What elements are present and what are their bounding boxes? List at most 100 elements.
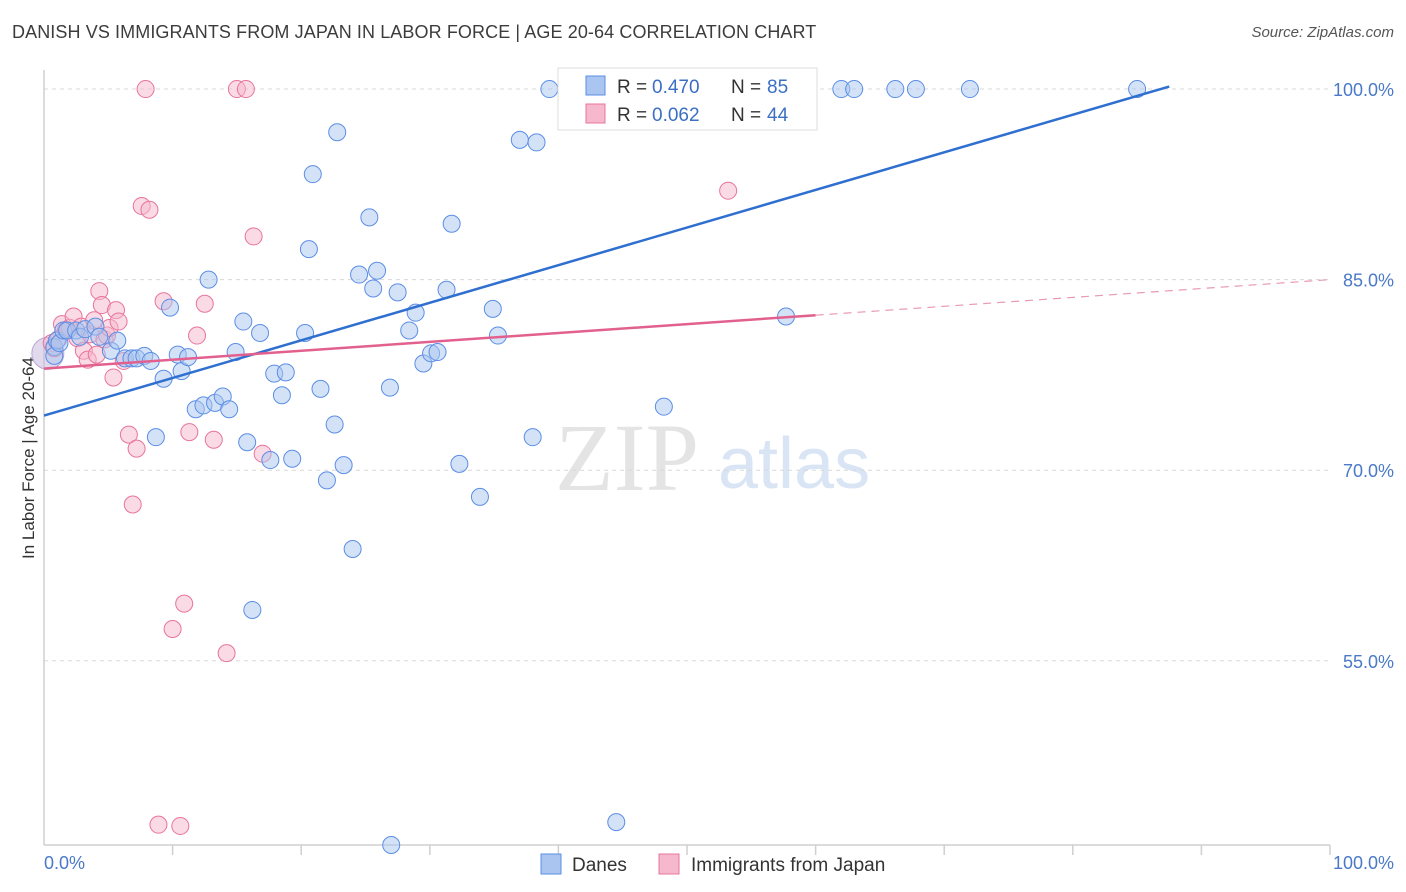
danes-point [334,456,353,475]
danes-point [527,133,546,152]
stats-legend: R = 0.470 N = 85 R = 0.062 N = 44 [557,67,818,131]
danes-point [311,379,330,398]
danes-point [220,400,239,419]
danes-point [199,270,218,289]
japan-point [217,644,236,663]
danes-point [540,80,559,99]
danes-point [350,265,369,284]
legend-r-label-danes: R = [617,77,647,98]
legend-swatch-danes [585,75,606,96]
watermark: ZIP atlas [555,404,870,511]
danes-point [510,130,529,149]
danes-point [368,261,387,280]
danes-point [328,123,347,142]
y-tick-label: 55.0% [1343,652,1394,672]
japan-point [109,312,128,331]
legend-n-label-japan: N = [731,105,761,126]
bottom-legend-swatch-danes [540,853,562,875]
y-tick-labels: 100.0% 85.0% 70.0% 55.0% [1333,80,1394,672]
danes-point [845,80,864,99]
japan-point [236,80,255,99]
danes-point [400,321,419,340]
danes-point [654,397,673,416]
danes-point [906,80,925,99]
danes-point [243,600,262,619]
danes-point [283,449,302,468]
chart-title: DANISH VS IMMIGRANTS FROM JAPAN IN LABOR… [12,22,817,42]
danes-point [886,80,905,99]
danes-point [442,214,461,233]
japan-point [123,495,142,514]
danes-point [450,454,469,473]
danes-point [261,451,280,470]
danes-point [234,312,253,331]
japan-point [149,815,168,834]
bottom-legend-japan: Immigrants from Japan [691,855,885,876]
japan-trend-extension [815,279,1331,316]
japan-point [140,200,159,219]
x-tick-label-max: 100.0% [1333,853,1394,873]
danes-point [251,323,270,342]
legend-r-value-japan: 0.062 [652,105,700,126]
danes-point [380,378,399,397]
danes-point [470,487,489,506]
danes-point [90,327,109,346]
danes-point [161,298,180,317]
japan-point [244,227,263,246]
japan-point [180,423,199,442]
danes-point [382,836,401,854]
legend-r-value-danes: 0.470 [652,77,700,98]
danes-point [317,471,336,490]
danes-point [364,279,383,298]
danes-point [108,331,127,350]
danes-point [238,433,257,452]
danes-point [299,240,318,259]
legend-n-value-japan: 44 [767,105,789,126]
watermark-zip: ZIP [555,404,699,511]
danes-point [325,415,344,434]
legend-swatch-japan [585,103,606,124]
danes-point [523,428,542,447]
japan-point [204,430,223,449]
source-credit: Source: ZipAtlas.com [1251,24,1394,41]
danes-point [146,428,165,447]
japan-point [119,425,138,444]
japan-point [171,816,190,835]
legend-n-label-danes: N = [731,77,761,98]
danes-point [960,80,979,99]
danes-point [388,283,407,302]
japan-point [104,368,123,387]
japan-point [188,326,207,345]
bottom-legend-swatch-japan [658,853,680,875]
legend-n-value-danes: 85 [767,77,788,98]
japan-point [175,594,194,613]
y-tick-label: 85.0% [1343,271,1394,291]
danes-point [360,208,379,227]
x-tick-label-min: 0.0% [44,853,85,873]
danes-point [343,539,362,558]
trend-lines [43,85,1331,417]
x-ticks [171,845,1331,855]
gridlines [44,88,1330,662]
danes-point [303,165,322,184]
japan-point [127,439,146,458]
legend-r-label-japan: R = [617,105,647,126]
danes-point [607,813,626,832]
japan-point [163,620,182,639]
danes-trend-line [43,85,1170,417]
watermark-atlas: atlas [718,424,870,504]
danes-point [428,343,447,362]
bottom-legend-danes: Danes [572,855,627,876]
y-axis-title: In Labor Force | Age 20-64 [19,357,38,559]
series-legend: Danes Immigrants from Japan [540,853,885,876]
y-tick-label: 100.0% [1333,80,1394,100]
danes-point [1128,80,1147,99]
japan-point [136,80,155,99]
japan-point [719,181,738,200]
danes-point [276,363,295,382]
danes-point [272,386,291,405]
japan-point [195,294,214,313]
y-tick-label: 70.0% [1343,461,1394,481]
danes-point [483,299,502,318]
